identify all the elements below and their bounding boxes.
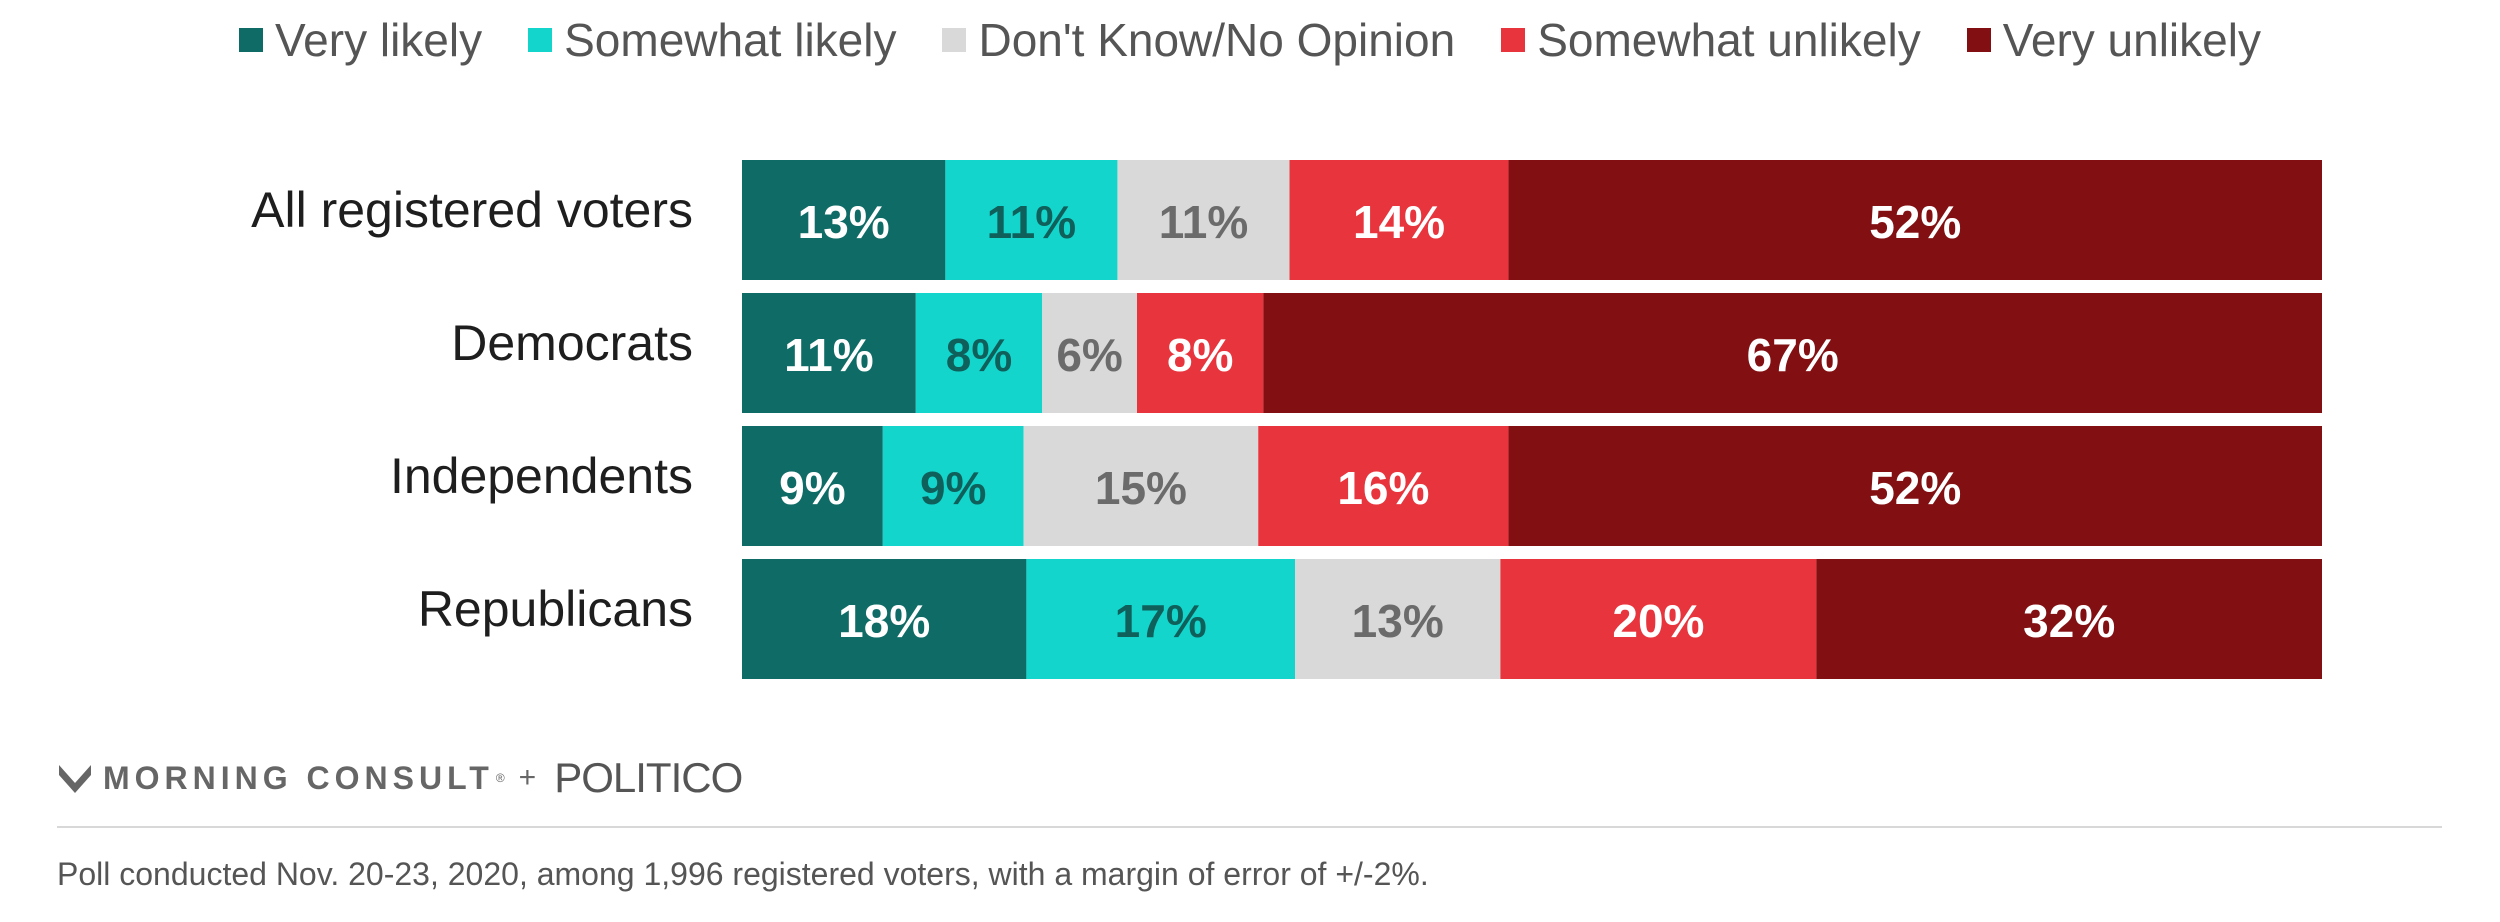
bar-segment [882,426,1024,546]
data-label: 67% [1747,329,1839,381]
data-label: 52% [1869,196,1961,248]
bar-segment [1289,160,1509,280]
data-label: 20% [1612,595,1704,647]
data-label: 52% [1869,462,1961,514]
bar-segment [1263,293,2322,413]
chart-legend: Very likely Somewhat likely Don't Know/No … [0,10,2500,70]
footer-divider [57,826,2442,828]
stacked-bar-chart: All registered voters 13% 11% 11% 14% 52% Demo… [251,160,2322,679]
bar-segment [1816,559,2322,679]
legend-item: Very likely [239,13,482,67]
row-label: Republicans [418,581,693,637]
data-label: 18% [838,595,930,647]
legend-swatch [239,28,264,52]
bar-segment [1508,426,2322,546]
branding: MORNING CONSULT ® + POLITICO [57,748,743,808]
legend-swatch [942,28,967,52]
legend-item: Somewhat likely [528,13,896,67]
bar-segment [742,426,883,546]
bar-segment [742,559,1027,679]
data-label: 14% [1353,196,1445,248]
morning-consult-wordmark: MORNING CONSULT [103,759,494,796]
data-label: 11% [784,329,874,381]
data-label: 13% [798,196,890,248]
bar-segment [1026,559,1295,679]
bar-segment [1117,160,1290,280]
legend-item: Don't Know/No Opinion [942,13,1455,67]
data-label: 11% [987,196,1077,248]
legend-item: Somewhat unlikely [1501,13,1921,67]
legend-item: Very unlikely [1966,13,2261,67]
row-label: Independents [390,448,693,504]
data-label: 9% [779,462,845,514]
bar-segment [1042,293,1137,413]
legend-swatch [1501,28,1526,52]
data-label: 8% [946,329,1012,381]
bar-segment [1137,293,1264,413]
legend-label: Very likely [275,14,483,66]
bar-segment [1258,426,1509,546]
data-label: 9% [920,462,986,514]
data-label: 15% [1095,462,1187,514]
bar-segment [1500,559,1817,679]
data-label: 8% [1167,329,1233,381]
bar-segment [915,293,1043,413]
legend-label: Somewhat likely [564,14,897,66]
bar-segment [1508,160,2322,280]
brand-plus: + [518,761,537,794]
politico-wordmark: POLITICO [554,754,743,801]
legend-swatch [528,28,553,52]
bar-segment [742,160,946,280]
registered-mark: ® [495,771,505,785]
row-label: All registered voters [251,182,693,238]
data-label: 11% [1159,196,1249,248]
data-label: 6% [1056,329,1122,381]
bar-segment [742,293,916,413]
data-label: 13% [1352,595,1444,647]
legend-label: Very unlikely [2002,14,2261,66]
data-label: 16% [1337,462,1429,514]
poll-footnote: Poll conducted Nov. 20-23, 2020, among 1… [57,856,1429,892]
morning-consult-m-icon [59,765,91,793]
data-label: 17% [1115,595,1207,647]
legend-label: Don't Know/No Opinion [978,14,1456,66]
bar-segment [1295,559,1501,679]
row-label: Democrats [451,315,693,371]
bar-segment [945,160,1118,280]
legend-swatch [1966,28,1991,52]
data-label: 32% [2023,595,2115,647]
bar-segment [1023,426,1259,546]
legend-label: Somewhat unlikely [1537,14,1921,66]
